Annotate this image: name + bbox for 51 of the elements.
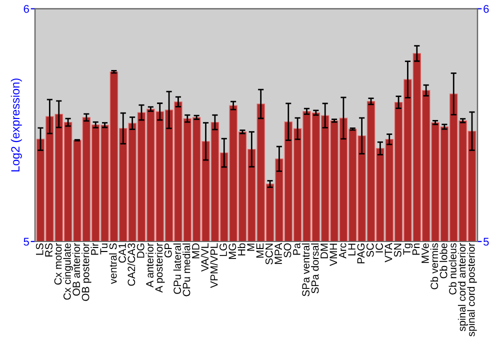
x-tick-label: SCN [265, 244, 273, 264]
x-tick-label: Hb [238, 243, 246, 256]
x-tick-label: LS [36, 243, 44, 255]
x-tick-label: M [247, 244, 254, 251]
x-tick-label: Pn [412, 244, 420, 255]
x-tick-label: Pir [90, 243, 98, 255]
x-tick-label: MD [192, 243, 200, 258]
x-tick-label: VA/VL [200, 243, 209, 272]
x-tick-label: OB anterior [72, 243, 80, 296]
x-tick-label: ventral S [109, 243, 117, 284]
y2-tick-label: 5 [484, 238, 489, 246]
x-tick-label: ME [256, 243, 264, 258]
x-tick-label: DG [136, 244, 144, 258]
x-tick-label: Arc [338, 243, 346, 258]
x-tick-label: Cx cingulate [63, 243, 73, 300]
x-tick-label: SPa dorsal [311, 244, 319, 294]
y-axis-title: Log2 (expression) [10, 78, 22, 172]
x-tick-label: MG [228, 244, 236, 259]
x-tick-label: Cb nucleus [448, 243, 456, 294]
x-tick-label: RS [45, 243, 52, 257]
x-tick-label: PAG [357, 244, 365, 264]
x-tick-label: spinal cord anterior [458, 243, 468, 332]
x-tick-label: VTA [384, 242, 392, 262]
x-tick-label: SO [284, 243, 292, 258]
x-tick-label: LG [220, 244, 227, 256]
x-tick-label: CPu lateral [173, 244, 182, 294]
x-tick-label: SC [366, 243, 374, 257]
x-tick-label: GP [164, 243, 172, 258]
x-tick-label: A posterior [155, 243, 165, 293]
x-tick-label: CA1 [118, 243, 126, 263]
x-tick-label: A anterior [146, 243, 154, 288]
x-tick-label: VMH [330, 244, 337, 266]
x-tick-label: Cb lobe [440, 243, 448, 278]
x-tick-label: MVe [422, 243, 429, 263]
x-tick-label: spinal cord posterior [467, 243, 477, 336]
x-tick-label: Cb vermis [430, 243, 438, 290]
x-tick-label: SPa ventral [302, 244, 310, 296]
x-tick-label: MPA [274, 242, 282, 264]
x-tick-label: Pa [293, 242, 300, 255]
x-tick-label: CPu medial [182, 244, 190, 296]
x-tick-label: Tg [403, 244, 413, 255]
x-tick-label: Cx motor [54, 243, 62, 285]
x-tick-label: CA2/CA3 [127, 243, 136, 286]
x-tick-label: DM [320, 244, 328, 258]
x-tick-label: Tu [100, 244, 108, 254]
x-tick-label: SN [394, 244, 402, 257]
x-tick-label: LH [348, 244, 356, 256]
y2-tick-label: 6 [484, 5, 489, 13]
x-tick-label: IC [376, 243, 383, 252]
x-tick-label: OB posterior [82, 243, 92, 301]
x-tick-label: VPM/VPL [210, 243, 218, 288]
